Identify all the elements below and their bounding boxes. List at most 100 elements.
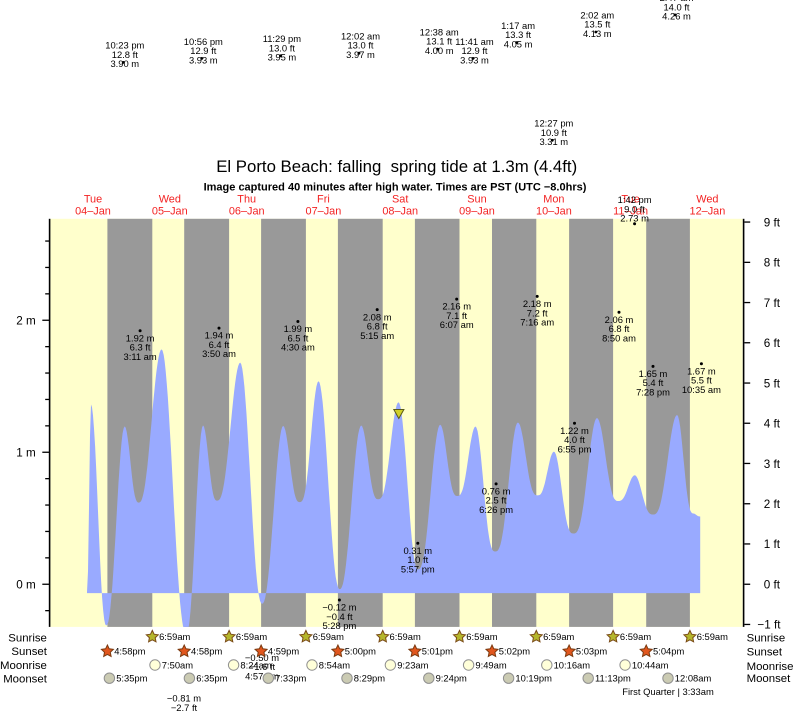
svg-text:4 ft: 4 ft bbox=[764, 418, 781, 431]
svg-text:13.5 ft: 13.5 ft bbox=[584, 19, 610, 30]
svg-text:4.05 m: 4.05 m bbox=[504, 38, 533, 49]
svg-text:12.9 ft: 12.9 ft bbox=[190, 45, 216, 56]
svg-text:6.8 ft: 6.8 ft bbox=[609, 323, 630, 334]
svg-text:2.18 m: 2.18 m bbox=[523, 298, 552, 309]
svg-text:5.4 ft: 5.4 ft bbox=[643, 377, 664, 388]
svg-text:10:16am: 10:16am bbox=[554, 659, 591, 670]
svg-text:12.8 ft: 12.8 ft bbox=[112, 49, 138, 60]
svg-text:Sunrise: Sunrise bbox=[747, 633, 786, 645]
svg-text:Sunset: Sunset bbox=[747, 647, 783, 659]
svg-text:Sat: Sat bbox=[392, 193, 408, 205]
svg-text:4:30 am: 4:30 am bbox=[281, 342, 315, 353]
svg-text:4:59pm: 4:59pm bbox=[268, 646, 299, 657]
svg-text:3 ft: 3 ft bbox=[764, 458, 781, 471]
svg-text:4.0 ft: 4.0 ft bbox=[564, 434, 585, 445]
svg-text:7:28 pm: 7:28 pm bbox=[636, 387, 670, 398]
svg-text:4:57 pm: 4:57 pm bbox=[245, 670, 279, 681]
svg-text:3:50 am: 3:50 am bbox=[202, 348, 236, 359]
svg-text:10:44am: 10:44am bbox=[632, 659, 669, 670]
svg-text:8:50 am: 8:50 am bbox=[602, 332, 636, 343]
svg-text:3.95 m: 3.95 m bbox=[268, 52, 297, 63]
svg-text:10–Jan: 10–Jan bbox=[536, 206, 572, 218]
svg-text:14.0 ft: 14.0 ft bbox=[663, 1, 689, 12]
svg-text:7.2 ft: 7.2 ft bbox=[527, 307, 548, 318]
svg-text:2.16 m: 2.16 m bbox=[442, 301, 471, 312]
svg-text:4:58pm: 4:58pm bbox=[191, 646, 222, 657]
svg-text:Wed: Wed bbox=[696, 193, 718, 205]
svg-text:2 ft: 2 ft bbox=[764, 498, 781, 511]
svg-text:1:17 am: 1:17 am bbox=[501, 20, 535, 31]
svg-text:8 ft: 8 ft bbox=[764, 257, 781, 270]
svg-text:3.31 m: 3.31 m bbox=[539, 136, 568, 147]
svg-text:12.9 ft: 12.9 ft bbox=[461, 45, 487, 56]
svg-text:Wed: Wed bbox=[159, 193, 181, 205]
svg-text:Mon: Mon bbox=[543, 193, 564, 205]
svg-text:Tue: Tue bbox=[84, 193, 102, 205]
svg-text:−0.12 m: −0.12 m bbox=[322, 602, 356, 613]
svg-text:Tue: Tue bbox=[621, 193, 639, 205]
svg-text:04–Jan: 04–Jan bbox=[75, 206, 111, 218]
svg-text:6:26 pm: 6:26 pm bbox=[479, 504, 513, 515]
svg-text:11:13pm: 11:13pm bbox=[595, 673, 631, 684]
svg-text:6:55 pm: 6:55 pm bbox=[558, 443, 592, 454]
svg-text:6:59am: 6:59am bbox=[543, 631, 574, 642]
svg-text:Moonset: Moonset bbox=[3, 674, 48, 686]
svg-text:Moonrise: Moonrise bbox=[0, 660, 47, 672]
svg-text:9:49am: 9:49am bbox=[475, 659, 506, 670]
svg-text:11–Jan: 11–Jan bbox=[613, 206, 648, 218]
svg-text:12–Jan: 12–Jan bbox=[690, 206, 726, 218]
svg-text:1.67 m: 1.67 m bbox=[687, 365, 716, 376]
svg-text:6.8 ft: 6.8 ft bbox=[367, 321, 388, 332]
svg-text:3.97 m: 3.97 m bbox=[346, 49, 375, 60]
svg-text:2:02 am: 2:02 am bbox=[580, 9, 614, 20]
svg-text:5 ft: 5 ft bbox=[764, 377, 781, 390]
svg-text:2.5 ft: 2.5 ft bbox=[486, 495, 507, 506]
svg-text:Image captured 40 minutes afte: Image captured 40 minutes after high wat… bbox=[204, 181, 587, 193]
svg-text:4.26 m: 4.26 m bbox=[662, 11, 691, 22]
svg-text:6:59am: 6:59am bbox=[390, 631, 421, 642]
svg-text:5.5 ft: 5.5 ft bbox=[691, 375, 712, 386]
svg-text:5:03pm: 5:03pm bbox=[576, 646, 607, 657]
svg-text:12:08am: 12:08am bbox=[675, 673, 712, 684]
svg-text:11:41 am: 11:41 am bbox=[455, 36, 494, 47]
svg-text:08–Jan: 08–Jan bbox=[382, 206, 418, 218]
svg-text:07–Jan: 07–Jan bbox=[306, 206, 342, 218]
svg-text:5:01pm: 5:01pm bbox=[422, 646, 453, 657]
svg-text:12:27 pm: 12:27 pm bbox=[534, 118, 573, 129]
svg-text:7.1 ft: 7.1 ft bbox=[446, 310, 467, 321]
svg-text:5:00pm: 5:00pm bbox=[345, 646, 376, 657]
svg-text:6.5 ft: 6.5 ft bbox=[287, 332, 308, 343]
svg-text:2 m: 2 m bbox=[16, 315, 35, 328]
svg-text:10:23 pm: 10:23 pm bbox=[105, 40, 144, 51]
svg-text:Sunset: Sunset bbox=[11, 646, 47, 658]
svg-text:4:58pm: 4:58pm bbox=[114, 646, 145, 657]
svg-text:6.3 ft: 6.3 ft bbox=[130, 342, 151, 353]
svg-text:6.4 ft: 6.4 ft bbox=[209, 339, 230, 350]
svg-text:6 ft: 6 ft bbox=[764, 337, 781, 350]
svg-text:6:07 am: 6:07 am bbox=[440, 319, 474, 330]
svg-text:13.3 ft: 13.3 ft bbox=[505, 29, 531, 40]
svg-text:6:59am: 6:59am bbox=[620, 631, 651, 642]
svg-text:2.06 m: 2.06 m bbox=[605, 314, 634, 325]
svg-text:El Porto Beach: falling sprin: El Porto Beach: falling spring tide at 1… bbox=[216, 157, 577, 176]
svg-text:8:29pm: 8:29pm bbox=[354, 673, 385, 684]
svg-text:0 ft: 0 ft bbox=[764, 579, 781, 592]
svg-text:Moonrise: Moonrise bbox=[747, 661, 793, 673]
svg-text:Moonset: Moonset bbox=[747, 673, 792, 685]
svg-text:05–Jan: 05–Jan bbox=[152, 206, 188, 218]
svg-text:Fri: Fri bbox=[317, 193, 330, 205]
svg-text:−1 ft: −1 ft bbox=[757, 619, 781, 632]
svg-text:1:42 pm: 1:42 pm bbox=[618, 194, 652, 205]
svg-text:Sun: Sun bbox=[467, 193, 486, 205]
svg-text:1 ft: 1 ft bbox=[764, 538, 781, 551]
svg-text:13.0 ft: 13.0 ft bbox=[347, 40, 373, 51]
svg-text:3.93 m: 3.93 m bbox=[460, 54, 489, 65]
svg-text:10:35 am: 10:35 am bbox=[682, 384, 721, 395]
svg-text:2:47 am: 2:47 am bbox=[660, 0, 694, 3]
svg-text:12:38 am: 12:38 am bbox=[420, 27, 459, 38]
svg-text:6:59am: 6:59am bbox=[697, 631, 728, 642]
svg-text:3.90 m: 3.90 m bbox=[110, 58, 139, 69]
svg-text:6:59am: 6:59am bbox=[236, 631, 267, 642]
svg-text:2.73 m: 2.73 m bbox=[620, 213, 649, 224]
svg-text:1.22 m: 1.22 m bbox=[560, 425, 589, 436]
